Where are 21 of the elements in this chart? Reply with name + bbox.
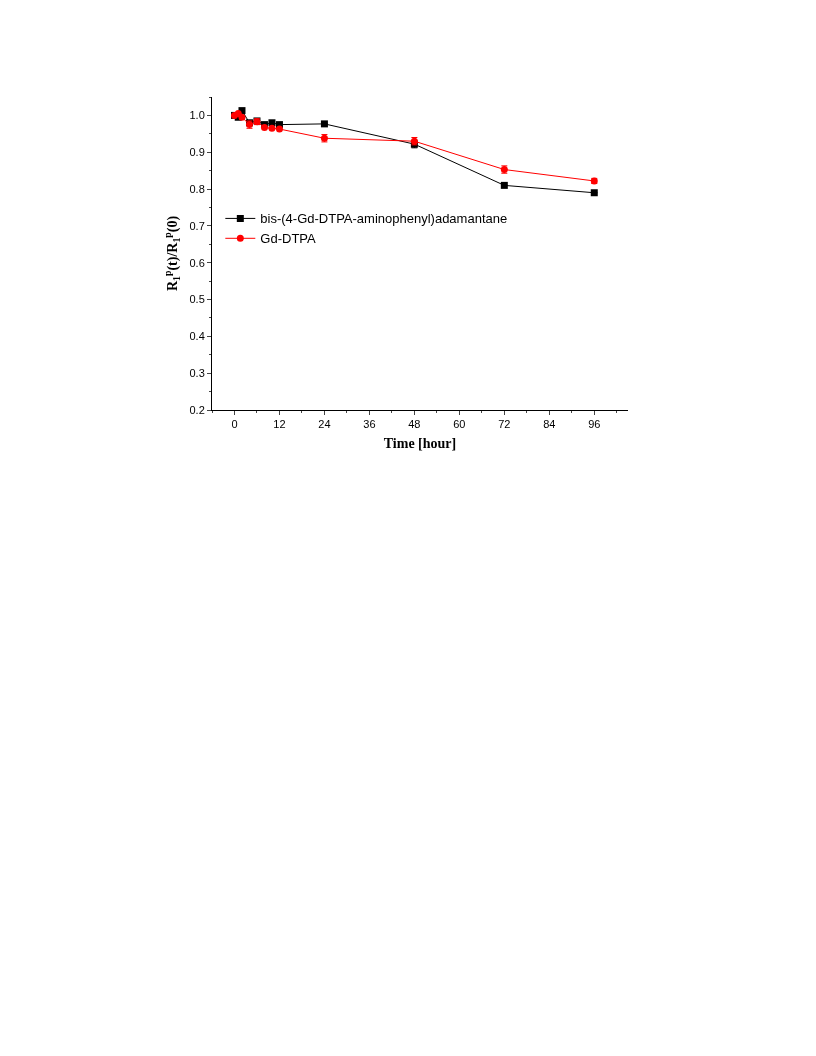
y-tick-label: 0.9: [189, 146, 205, 159]
y-tick-label: 0.4: [189, 330, 205, 343]
x-tick-label: 60: [453, 418, 466, 431]
legend-label: bis-(4-Gd-DTPA-aminophenyl)adamantane: [260, 211, 508, 227]
y-tick-label: 0.3: [189, 367, 205, 380]
y-tick-label: 0.7: [189, 219, 205, 232]
x-tick-label: 48: [408, 418, 421, 431]
x-tick-label: 24: [318, 418, 331, 431]
x-tick-label: 72: [498, 418, 511, 431]
x-tick-label: 96: [588, 418, 601, 431]
y-tick-label: 0.6: [189, 256, 205, 269]
x-tick-label: 12: [273, 418, 286, 431]
y-tick-label: 0.2: [189, 403, 205, 416]
y-tick-label: 1.0: [189, 109, 205, 122]
x-tick-label: 84: [543, 418, 556, 431]
y-tick-label: 0.5: [189, 293, 205, 306]
y-tick-label: 0.8: [189, 182, 205, 195]
legend-label: Gd-DTPA: [260, 231, 317, 247]
x-tick-label: 0: [231, 418, 238, 431]
x-axis-title: Time [hour]: [383, 435, 457, 451]
x-tick-label: 36: [363, 418, 376, 431]
